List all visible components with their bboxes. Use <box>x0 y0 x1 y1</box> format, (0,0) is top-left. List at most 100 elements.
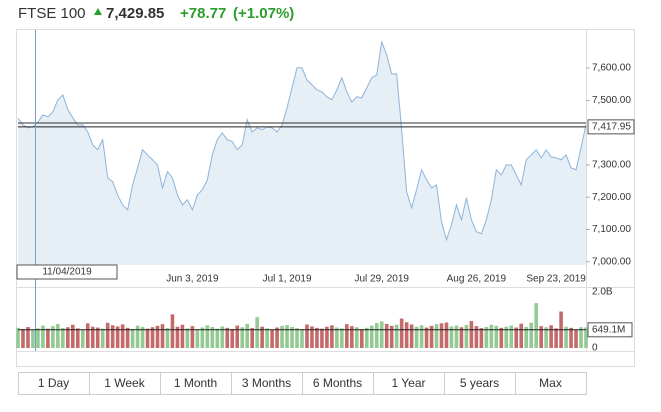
range-label[interactable]: Max <box>539 376 562 390</box>
volume-bar <box>330 325 334 348</box>
volume-bar <box>384 323 389 348</box>
volume-bar <box>449 326 454 348</box>
volume-bar <box>345 324 349 348</box>
y-tick-label: 7,500.00 <box>592 95 631 106</box>
volume-bar <box>434 324 439 348</box>
range-label[interactable]: 3 Months <box>242 376 291 390</box>
volume-bar <box>350 326 354 348</box>
volume-bar <box>315 327 319 348</box>
volume-bar <box>46 328 50 348</box>
chart-frame <box>16 29 635 367</box>
volume-bar <box>369 325 374 348</box>
range-label[interactable]: 6 Months <box>313 376 362 390</box>
volume-bar <box>245 323 249 348</box>
volume-bar <box>135 325 140 348</box>
volume-bar <box>549 325 553 348</box>
volume-bar <box>66 327 70 348</box>
volume-bar <box>389 325 394 348</box>
range-button[interactable] <box>515 372 587 395</box>
crosshair-date-label: 11/04/2019 <box>42 267 92 278</box>
volume-bar <box>310 326 314 348</box>
volume-tick-label: 2.0B <box>592 287 613 298</box>
y-tick-label: 7,200.00 <box>592 192 631 203</box>
volume-bar <box>185 328 190 348</box>
volume-bar <box>165 328 170 348</box>
x-tick-label: Sep 23, 2019 <box>526 274 586 285</box>
volume-bar <box>71 324 75 348</box>
volume-bar <box>255 317 259 348</box>
volume-bar <box>130 328 135 348</box>
volume-bar <box>514 327 519 348</box>
volume-bar <box>85 323 90 348</box>
x-tick-label: Jun 3, 2019 <box>166 274 219 285</box>
volume-bar <box>320 328 324 348</box>
volume-bar <box>235 325 240 348</box>
volume-bar <box>80 329 85 348</box>
range-label[interactable]: 1 Day <box>38 376 69 390</box>
volume-bar <box>270 329 274 348</box>
volume-bar <box>394 324 399 348</box>
volume-bar <box>31 329 35 348</box>
x-tick-label: Jul 1, 2019 <box>263 274 312 285</box>
volume-bar <box>454 325 459 348</box>
volume-bar <box>100 328 105 348</box>
volume-bar <box>16 327 20 348</box>
crosshair-price-box <box>587 119 635 135</box>
volume-bar <box>150 327 155 348</box>
volume-bar <box>105 322 110 348</box>
volume-bar <box>439 323 444 348</box>
volume-bar <box>444 322 449 348</box>
volume-bar <box>295 328 299 348</box>
range-label[interactable]: 1 Month <box>174 376 217 390</box>
volume-bar <box>539 326 543 348</box>
y-tick-label: 7,100.00 <box>592 224 631 235</box>
volume-bar <box>175 326 180 348</box>
range-label[interactable]: 1 Year <box>391 376 425 390</box>
crosshair-volume-label: 649.1M <box>592 324 625 335</box>
volume-bar <box>145 328 150 348</box>
volume-bar <box>414 326 419 348</box>
volume-bar <box>464 325 469 348</box>
volume-bar <box>125 327 130 348</box>
volume-bar <box>429 325 434 348</box>
volume-tick-label: 0 <box>592 343 598 354</box>
volume-bar <box>41 325 45 348</box>
volume-bar <box>494 325 499 348</box>
change-pct: (+1.07%) <box>233 5 294 22</box>
volume-bar <box>290 326 294 348</box>
volume-bar <box>340 328 344 348</box>
volume-bar <box>569 327 573 348</box>
volume-bar <box>160 324 165 348</box>
volume-bar <box>489 324 494 348</box>
volume-bar <box>544 327 548 348</box>
range-label[interactable]: 1 Week <box>104 376 145 390</box>
volume-bar <box>564 326 568 348</box>
volume-bar <box>61 328 65 348</box>
volume-bar <box>504 326 509 348</box>
volume-bar <box>90 326 95 348</box>
x-tick-label: Jul 29, 2019 <box>354 274 409 285</box>
price-line <box>17 40 587 242</box>
volume-bar <box>240 327 245 348</box>
volume-bar <box>36 328 40 348</box>
volume-bar <box>195 329 200 348</box>
volume-bar <box>115 326 120 348</box>
volume-bar <box>474 326 479 348</box>
volume-bar <box>359 329 364 348</box>
volume-bar <box>554 328 558 348</box>
volume-bar <box>51 326 55 348</box>
volume-bar <box>190 326 195 348</box>
volume-bar <box>210 326 215 348</box>
range-label[interactable]: 5 years <box>460 376 499 390</box>
volume-bar <box>260 326 264 348</box>
volume-bar <box>509 325 514 348</box>
volume-bar <box>170 314 175 348</box>
crosshair-date-box <box>16 264 118 280</box>
volume-bar <box>56 323 60 348</box>
y-tick-label: 7,300.00 <box>592 160 631 171</box>
volume-bar <box>285 325 289 348</box>
volume-bar <box>579 327 583 348</box>
volume-bar <box>399 318 404 348</box>
crosshair-price-label: 7,417.95 <box>592 121 631 132</box>
